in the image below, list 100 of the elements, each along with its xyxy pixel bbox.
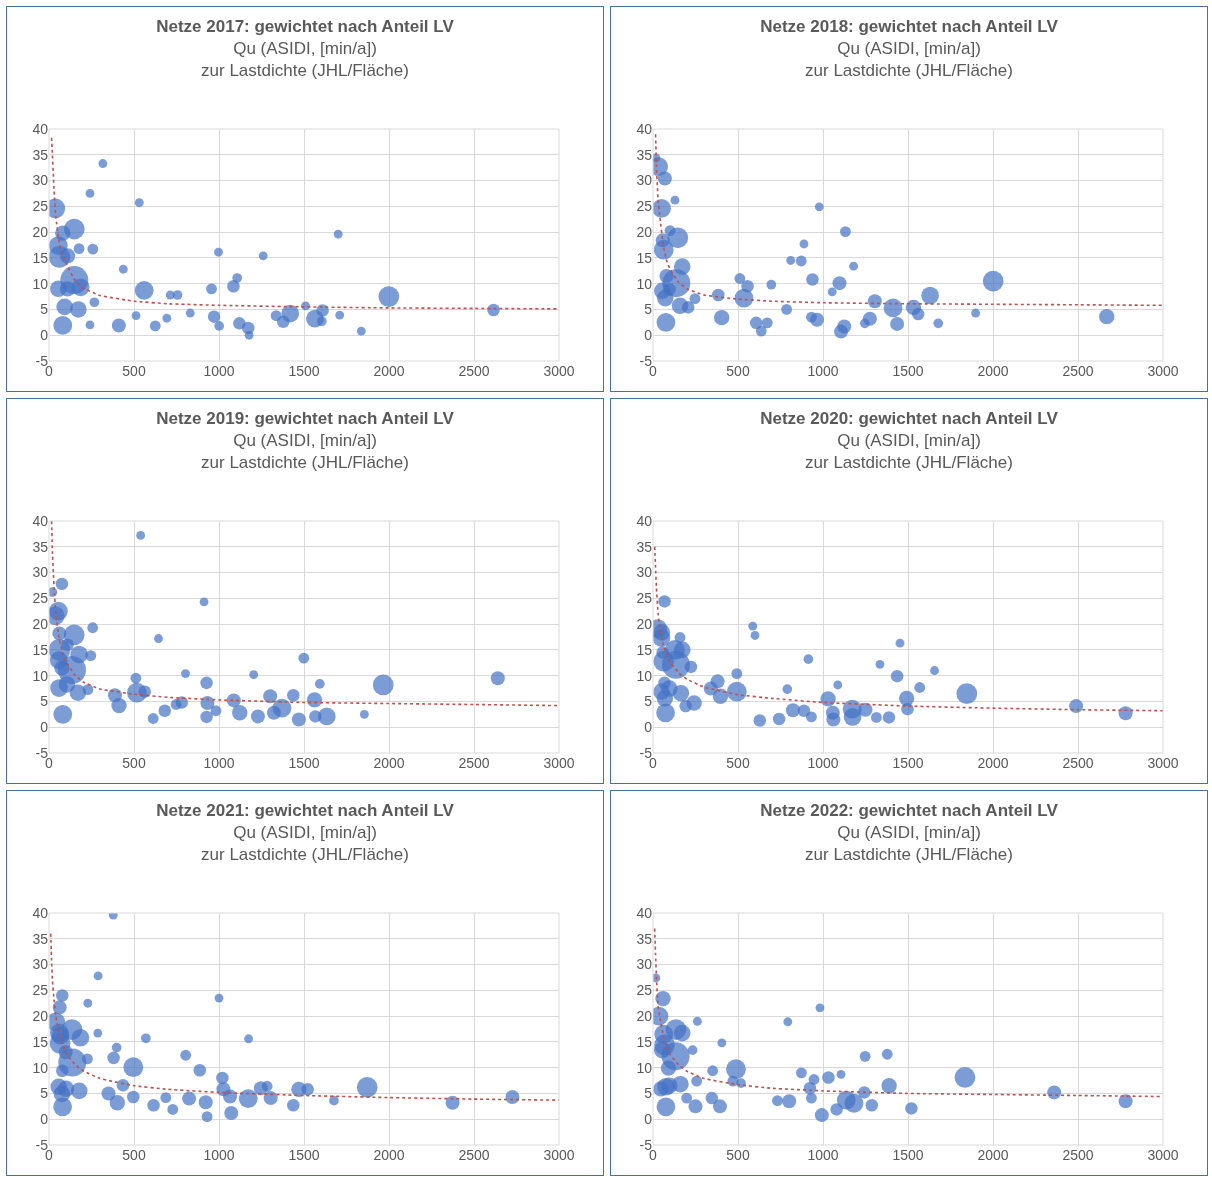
x-tick-label: 2000: [977, 1147, 1009, 1163]
y-tick-label: 30: [32, 956, 49, 973]
y-tick-label: 30: [636, 172, 653, 189]
y-tick-label: 40: [636, 512, 653, 529]
x-tick-label: 500: [726, 1147, 750, 1163]
y-tick-label: 5: [644, 693, 653, 710]
y-tick-label: 15: [636, 641, 653, 658]
chart-subtitle: Qu (ASIDI, [min/a]) zur Lastdichte (JHL/Fläche): [805, 823, 1013, 865]
y-tick-label: 30: [32, 172, 49, 189]
y-tick-label: 15: [32, 1033, 49, 1050]
y-tick-label: 20: [32, 224, 49, 241]
y-tick-label: 35: [32, 146, 49, 163]
x-tick-label: 1000: [807, 363, 839, 379]
y-tick-label: 0: [40, 1111, 49, 1128]
y-tick-label: 35: [32, 538, 49, 555]
y-tick-label: 35: [636, 930, 653, 947]
x-tick-label: 500: [726, 363, 750, 379]
y-tick-label: 25: [32, 982, 49, 999]
y-tick-label: 10: [636, 275, 653, 292]
x-tick-label: 2000: [977, 755, 1009, 771]
x-tick-label: 1000: [203, 755, 235, 771]
y-tick-label: 5: [644, 1085, 653, 1102]
x-tick-label: 1500: [288, 755, 320, 771]
x-tick-label: 500: [726, 755, 750, 771]
y-tick-label: 20: [636, 616, 653, 633]
x-tick-label: 500: [122, 755, 146, 771]
y-tick-label: 25: [32, 590, 49, 607]
y-tick-label: 0: [644, 1111, 653, 1128]
y-tick-label: 15: [636, 1033, 653, 1050]
y-tick-label: 0: [40, 327, 49, 344]
y-tick-label: 5: [40, 301, 49, 318]
x-tick-label: 1500: [892, 1147, 924, 1163]
y-tick-label: 35: [636, 146, 653, 163]
chart-subtitle: Qu (ASIDI, [min/a]) zur Lastdichte (JHL/Fläche): [201, 39, 409, 81]
x-tick-label: 2500: [1062, 363, 1094, 379]
x-tick-label: 3000: [543, 1147, 575, 1163]
x-tick-label: 2000: [373, 363, 405, 379]
y-tick-label: 25: [636, 198, 653, 215]
y-tick-label: 30: [636, 956, 653, 973]
y-tick-label: 15: [32, 641, 49, 658]
chart-title: Netze 2021: gewichtet nach Anteil LV: [156, 800, 455, 820]
y-tick-label: 20: [636, 224, 653, 241]
chart-title: Netze 2018: gewichtet nach Anteil LV: [760, 16, 1059, 36]
chart-title: Netze 2022: gewichtet nach Anteil LV: [760, 800, 1059, 820]
x-tick-label: 2500: [458, 363, 490, 379]
chart-title: Netze 2017: gewichtet nach Anteil LV: [156, 16, 455, 36]
chart-subtitle: Qu (ASIDI, [min/a]) zur Lastdichte (JHL/Fläche): [805, 431, 1013, 473]
chart-title: Netze 2020: gewichtet nach Anteil LV: [760, 408, 1059, 428]
x-tick-label: 1000: [807, 755, 839, 771]
chart-title: Netze 2019: gewichtet nach Anteil LV: [156, 408, 455, 428]
x-tick-label: 1000: [203, 1147, 235, 1163]
y-tick-label: 25: [32, 198, 49, 215]
y-tick-label: 30: [32, 564, 49, 581]
y-tick-label: 35: [636, 538, 653, 555]
y-tick-label: 40: [32, 512, 49, 529]
y-tick-label: 5: [40, 693, 49, 710]
x-tick-label: 500: [122, 363, 146, 379]
y-tick-label: 40: [32, 904, 49, 921]
y-tick-label: 10: [636, 1059, 653, 1076]
x-tick-label: 1500: [288, 1147, 320, 1163]
y-tick-label: 40: [636, 904, 653, 921]
x-tick-label: 1500: [892, 755, 924, 771]
x-tick-label: 2500: [458, 755, 490, 771]
y-tick-label: 25: [636, 590, 653, 607]
y-tick-label: 10: [32, 1059, 49, 1076]
x-tick-label: 3000: [1147, 1147, 1179, 1163]
x-tick-label: 3000: [1147, 755, 1179, 771]
x-tick-label: 2000: [373, 755, 405, 771]
x-tick-label: 1000: [807, 1147, 839, 1163]
y-tick-label: 20: [32, 1008, 49, 1025]
y-tick-label: 0: [40, 719, 49, 736]
y-tick-label: 15: [636, 249, 653, 266]
y-tick-label: 0: [644, 327, 653, 344]
x-tick-label: 2500: [1062, 1147, 1094, 1163]
chart-subtitle: Qu (ASIDI, [min/a]) zur Lastdichte (JHL/Fläche): [201, 823, 409, 865]
y-tick-label: 35: [32, 930, 49, 947]
y-tick-label: 5: [644, 301, 653, 318]
y-tick-label: 0: [644, 719, 653, 736]
x-tick-label: 2500: [1062, 755, 1094, 771]
y-tick-label: 40: [32, 120, 49, 137]
y-tick-label: 30: [636, 564, 653, 581]
x-tick-label: 500: [122, 1147, 146, 1163]
y-tick-label: 15: [32, 249, 49, 266]
chart-subtitle: Qu (ASIDI, [min/a]) zur Lastdichte (JHL/Fläche): [201, 431, 409, 473]
y-tick-label: 10: [32, 667, 49, 684]
y-tick-label: 20: [636, 1008, 653, 1025]
x-tick-label: 2500: [458, 1147, 490, 1163]
y-tick-label: 10: [636, 667, 653, 684]
y-tick-label: 25: [636, 982, 653, 999]
x-tick-label: 1500: [288, 363, 320, 379]
x-tick-label: 2000: [977, 363, 1009, 379]
y-tick-label: 5: [40, 1085, 49, 1102]
x-tick-label: 2000: [373, 1147, 405, 1163]
x-tick-label: 1000: [203, 363, 235, 379]
x-tick-label: 3000: [543, 363, 575, 379]
y-tick-label: 20: [32, 616, 49, 633]
chart-subtitle: Qu (ASIDI, [min/a]) zur Lastdichte (JHL/Fläche): [805, 39, 1013, 81]
x-tick-label: 3000: [1147, 363, 1179, 379]
y-tick-label: 40: [636, 120, 653, 137]
y-tick-label: 10: [32, 275, 49, 292]
